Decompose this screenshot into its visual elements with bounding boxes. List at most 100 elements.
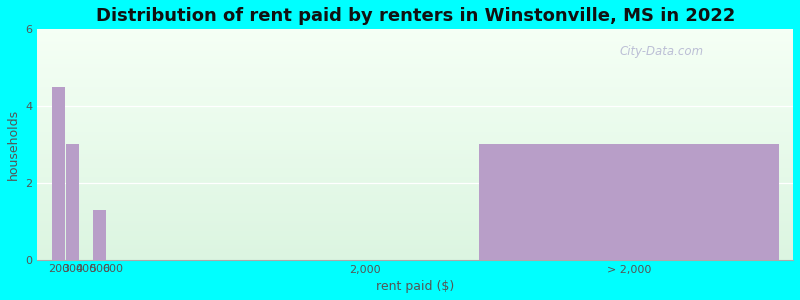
Title: Distribution of rent paid by renters in Winstonville, MS in 2022: Distribution of rent paid by renters in … <box>95 7 735 25</box>
Bar <box>38 35 793 36</box>
Bar <box>38 170 793 171</box>
Bar <box>38 43 793 44</box>
Bar <box>38 64 793 65</box>
Bar <box>38 196 793 197</box>
Bar <box>38 50 793 51</box>
Bar <box>38 55 793 56</box>
Bar <box>38 246 793 247</box>
Bar <box>38 190 793 192</box>
Bar <box>38 80 793 81</box>
Bar <box>38 195 793 196</box>
Bar <box>38 89 793 90</box>
Bar <box>38 30 793 31</box>
Bar <box>38 74 793 75</box>
Bar <box>38 135 793 136</box>
Bar <box>38 203 793 204</box>
Bar <box>38 36 793 37</box>
Bar <box>38 236 793 237</box>
Bar <box>38 152 793 154</box>
Bar <box>38 102 793 103</box>
Bar <box>38 104 793 105</box>
Bar <box>38 124 793 125</box>
Bar <box>38 257 793 259</box>
Bar <box>38 123 793 124</box>
Bar <box>38 73 793 74</box>
Bar <box>38 237 793 238</box>
Bar <box>38 164 793 165</box>
Bar <box>38 252 793 253</box>
Bar <box>38 239 793 240</box>
Bar <box>38 248 793 249</box>
Bar <box>38 178 793 179</box>
Bar <box>93 210 106 260</box>
Bar <box>38 38 793 40</box>
Bar <box>38 52 793 53</box>
Bar <box>38 83 793 85</box>
Bar <box>38 139 793 140</box>
Bar <box>38 66 793 67</box>
Bar <box>38 37 793 38</box>
Bar <box>38 82 793 83</box>
Bar <box>38 154 793 155</box>
Bar <box>38 106 793 108</box>
Bar <box>38 255 793 256</box>
Bar <box>38 63 793 64</box>
Bar <box>38 189 793 190</box>
Bar <box>38 229 793 230</box>
Bar <box>38 206 793 207</box>
Bar <box>38 60 793 62</box>
Bar <box>38 48 793 49</box>
Bar <box>38 96 793 97</box>
Bar <box>38 127 793 128</box>
Bar <box>38 165 793 166</box>
Bar <box>38 118 793 119</box>
Bar <box>38 134 793 135</box>
Bar <box>38 163 793 164</box>
Bar <box>38 182 793 184</box>
Bar <box>38 220 793 222</box>
Bar <box>38 136 793 137</box>
Bar <box>38 188 793 189</box>
Bar <box>38 98 793 100</box>
Bar <box>38 166 793 167</box>
Bar <box>38 65 793 66</box>
Bar <box>38 40 793 41</box>
Bar <box>38 223 793 224</box>
Bar <box>38 113 793 115</box>
Bar <box>38 157 793 158</box>
Bar <box>38 32 793 33</box>
Bar <box>38 253 793 254</box>
Bar <box>38 244 793 245</box>
Bar <box>38 45 793 46</box>
Bar <box>38 224 793 225</box>
Bar <box>38 143 793 145</box>
Bar <box>38 194 793 195</box>
Bar <box>38 238 793 239</box>
Bar <box>38 184 793 185</box>
Bar <box>38 212 793 214</box>
Bar <box>38 193 793 194</box>
Bar <box>38 141 793 142</box>
Bar <box>38 167 793 169</box>
Bar <box>38 247 793 248</box>
Bar <box>38 33 793 34</box>
Bar <box>38 231 793 232</box>
Bar <box>38 59 793 60</box>
Bar <box>38 185 793 186</box>
Bar <box>38 119 793 120</box>
Bar <box>38 149 793 150</box>
Bar <box>38 78 793 79</box>
Bar <box>38 259 793 260</box>
Bar <box>38 207 793 208</box>
Bar <box>38 222 793 223</box>
Bar <box>38 105 793 106</box>
Bar <box>38 208 793 209</box>
Bar <box>479 145 778 260</box>
Bar <box>38 225 793 226</box>
Y-axis label: households: households <box>7 109 20 180</box>
Bar <box>38 250 793 252</box>
Bar <box>38 254 793 255</box>
Bar <box>38 202 793 203</box>
Bar <box>38 110 793 111</box>
Bar <box>38 216 793 217</box>
